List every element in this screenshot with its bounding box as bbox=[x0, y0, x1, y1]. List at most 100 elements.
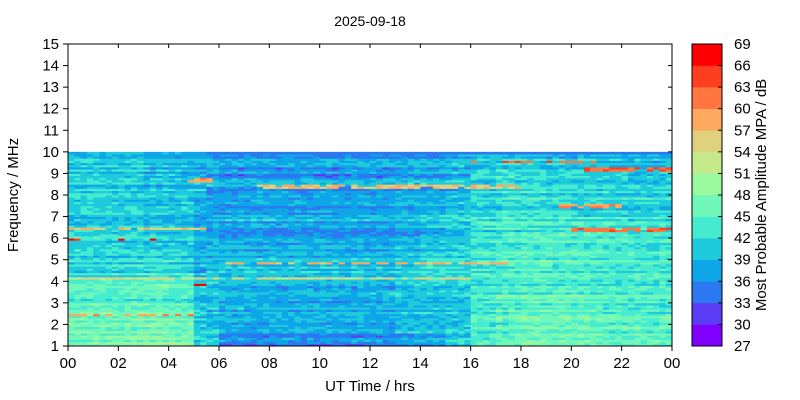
heatmap-cell bbox=[558, 233, 566, 237]
heatmap-cell bbox=[653, 238, 660, 241]
heatmap-cell bbox=[99, 261, 107, 265]
heatmap-cell bbox=[470, 233, 478, 237]
heatmap-cell bbox=[621, 305, 629, 308]
heatmap-cell bbox=[93, 283, 100, 286]
heatmap-cell bbox=[363, 300, 371, 304]
heatmap-cell bbox=[508, 333, 516, 336]
heatmap-cell bbox=[281, 322, 289, 325]
heatmap-cell bbox=[420, 302, 428, 306]
heatmap-cell bbox=[514, 268, 522, 271]
heatmap-cell bbox=[609, 296, 616, 299]
heatmap-cell bbox=[68, 330, 75, 334]
heatmap-cell bbox=[187, 307, 195, 310]
heatmap-cell bbox=[407, 246, 415, 250]
heatmap-cell bbox=[445, 270, 453, 274]
heatmap-cell bbox=[319, 320, 327, 323]
heatmap-cell bbox=[382, 251, 390, 254]
heatmap-cell bbox=[99, 233, 107, 237]
heatmap-cell bbox=[659, 279, 667, 282]
heatmap-cell bbox=[596, 285, 604, 289]
heatmap-cell bbox=[149, 313, 157, 317]
heatmap-cell bbox=[174, 341, 182, 345]
heatmap-cell bbox=[458, 289, 465, 293]
heatmap-cell bbox=[118, 289, 126, 293]
heatmap-cell bbox=[250, 240, 258, 243]
heatmap-cell bbox=[539, 294, 547, 297]
heatmap-cell bbox=[388, 322, 396, 325]
heatmap-cell bbox=[401, 259, 409, 263]
heatmap-cell bbox=[395, 285, 402, 289]
heatmap-cell bbox=[370, 257, 377, 261]
heatmap-cell bbox=[376, 276, 383, 280]
heatmap-cell bbox=[237, 266, 245, 269]
heatmap-cell bbox=[231, 322, 239, 325]
heatmap-cell bbox=[464, 246, 472, 250]
heatmap-cell bbox=[174, 335, 182, 338]
heatmap-cell bbox=[464, 240, 472, 243]
heatmap-cell bbox=[665, 294, 673, 297]
heatmap-cell bbox=[288, 261, 295, 265]
heatmap-cell bbox=[439, 320, 446, 323]
heatmap-cell bbox=[596, 320, 604, 323]
heatmap-cell bbox=[168, 315, 176, 319]
heatmap-cell bbox=[558, 341, 566, 345]
heatmap-cell bbox=[156, 326, 163, 330]
heatmap-cell bbox=[634, 281, 641, 284]
heatmap-cell bbox=[68, 281, 75, 284]
heatmap-cell bbox=[269, 320, 277, 323]
heatmap-cell bbox=[495, 246, 503, 250]
heatmap-cell bbox=[162, 285, 170, 289]
heatmap-cell bbox=[80, 255, 88, 258]
heatmap-cell bbox=[294, 337, 302, 340]
heatmap-cell bbox=[99, 235, 107, 239]
heatmap-cell bbox=[382, 289, 390, 293]
heatmap-cell bbox=[357, 248, 365, 252]
heatmap-cell bbox=[319, 266, 327, 269]
heatmap-cell bbox=[420, 248, 428, 252]
heatmap-cell bbox=[300, 279, 308, 282]
heatmap-cell bbox=[288, 270, 295, 274]
heatmap-cell bbox=[495, 305, 503, 308]
heatmap-cell bbox=[514, 279, 522, 282]
heatmap-cell bbox=[332, 251, 339, 254]
heatmap-cell bbox=[206, 264, 214, 267]
heatmap-cell bbox=[143, 313, 151, 317]
heatmap-cell bbox=[533, 317, 541, 321]
heatmap-cell bbox=[596, 311, 604, 315]
heatmap-cell bbox=[426, 335, 434, 338]
heatmap-cell bbox=[370, 285, 377, 289]
heatmap-cell bbox=[646, 257, 654, 261]
heatmap-cell bbox=[653, 322, 660, 325]
heatmap-cell bbox=[609, 253, 616, 256]
heatmap-cell bbox=[376, 253, 383, 256]
heatmap-cell bbox=[231, 279, 239, 282]
heatmap-cell bbox=[558, 279, 566, 282]
heatmap-cell bbox=[602, 246, 610, 250]
heatmap-cell bbox=[414, 246, 421, 250]
heatmap-cell bbox=[388, 281, 396, 284]
heatmap-cell bbox=[445, 298, 453, 302]
heatmap-cell bbox=[590, 294, 597, 297]
heatmap-cell bbox=[527, 313, 534, 317]
heatmap-cell bbox=[414, 324, 421, 327]
heatmap-cell bbox=[200, 294, 207, 297]
heatmap-cell bbox=[401, 289, 409, 293]
heatmap-cell bbox=[332, 276, 339, 280]
heatmap-cell bbox=[665, 281, 673, 284]
heatmap-cell bbox=[521, 233, 528, 237]
heatmap-cell bbox=[99, 266, 107, 269]
heatmap-cell bbox=[382, 324, 390, 327]
heatmap-cell bbox=[470, 261, 478, 265]
heatmap-cell bbox=[68, 266, 75, 269]
heatmap-cell bbox=[244, 298, 251, 302]
heatmap-cell bbox=[363, 244, 371, 248]
heatmap-cell bbox=[105, 341, 113, 345]
heatmap-cell bbox=[634, 317, 641, 321]
heatmap-cell bbox=[351, 339, 358, 343]
heatmap-cell bbox=[558, 309, 566, 312]
heatmap-cell bbox=[313, 337, 321, 340]
heatmap-cell bbox=[571, 259, 579, 263]
heatmap-cell bbox=[577, 337, 585, 340]
heatmap-cell bbox=[653, 302, 660, 306]
heatmap-cell bbox=[640, 259, 648, 263]
